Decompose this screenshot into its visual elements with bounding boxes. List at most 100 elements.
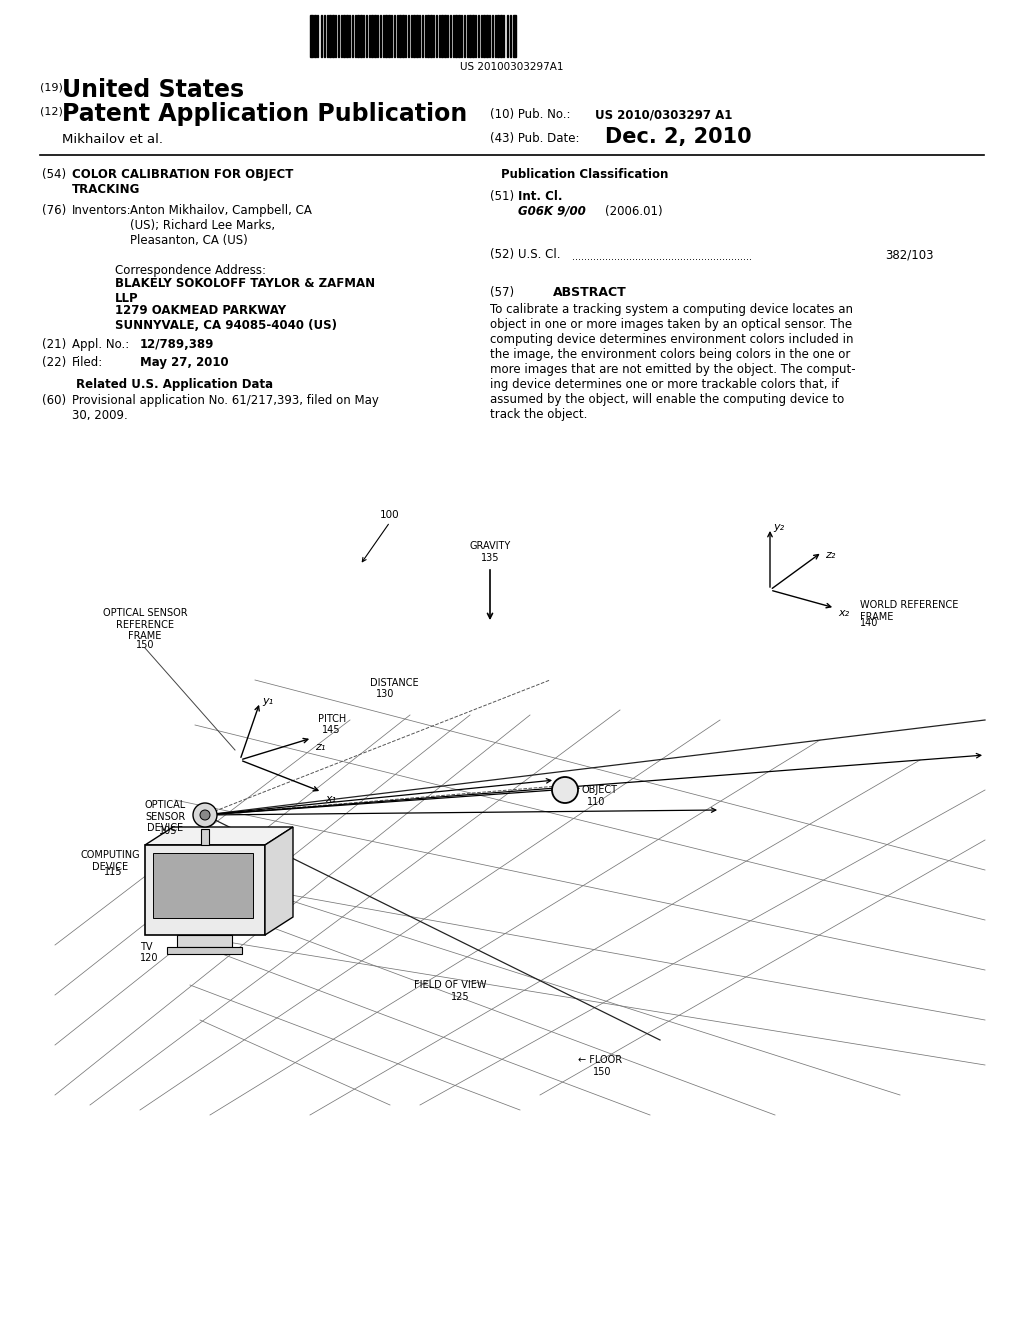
Text: (19): (19) — [40, 82, 62, 92]
Text: BLAKELY SOKOLOFF TAYLOR & ZAFMAN
LLP: BLAKELY SOKOLOFF TAYLOR & ZAFMAN LLP — [115, 277, 375, 305]
Text: DISTANCE: DISTANCE — [370, 678, 419, 688]
Text: 12/789,389: 12/789,389 — [140, 338, 214, 351]
Text: (57): (57) — [490, 286, 514, 300]
Text: (54): (54) — [42, 168, 67, 181]
Text: x₂: x₂ — [838, 609, 849, 618]
Text: (60): (60) — [42, 393, 67, 407]
Text: US 2010/0303297 A1: US 2010/0303297 A1 — [595, 108, 732, 121]
Text: (76): (76) — [42, 205, 67, 216]
Text: ............................................................: ........................................… — [572, 252, 752, 261]
Bar — [310, 15, 313, 57]
Text: TV: TV — [140, 942, 153, 952]
Bar — [455, 15, 457, 57]
Text: Dec. 2, 2010: Dec. 2, 2010 — [605, 127, 752, 147]
Text: ← FLOOR: ← FLOOR — [578, 1055, 623, 1065]
Bar — [201, 829, 209, 845]
Bar — [430, 15, 432, 57]
Text: z₁: z₁ — [315, 742, 326, 752]
Text: Provisional application No. 61/217,393, filed on May
30, 2009.: Provisional application No. 61/217,393, … — [72, 393, 379, 422]
Text: (22): (22) — [42, 356, 67, 370]
Text: 140: 140 — [860, 618, 879, 628]
Text: (52): (52) — [490, 248, 514, 261]
Text: 130: 130 — [376, 689, 394, 700]
Bar — [314, 15, 316, 57]
Bar — [472, 15, 474, 57]
Bar — [346, 15, 348, 57]
Bar — [388, 15, 390, 57]
Text: (43) Pub. Date:: (43) Pub. Date: — [490, 132, 580, 145]
Text: Mikhailov et al.: Mikhailov et al. — [62, 133, 163, 147]
Text: Appl. No.:: Appl. No.: — [72, 338, 129, 351]
Bar — [483, 15, 485, 57]
Bar — [385, 15, 387, 57]
Text: G06K 9/00: G06K 9/00 — [518, 205, 586, 218]
Bar — [486, 15, 488, 57]
Text: (51): (51) — [490, 190, 514, 203]
Text: OBJECT: OBJECT — [581, 785, 617, 795]
Bar — [413, 15, 415, 57]
Text: US 20100303297A1: US 20100303297A1 — [460, 62, 564, 73]
Text: Int. Cl.: Int. Cl. — [518, 190, 562, 203]
Polygon shape — [145, 828, 293, 845]
Text: COLOR CALIBRATION FOR OBJECT
TRACKING: COLOR CALIBRATION FOR OBJECT TRACKING — [72, 168, 293, 195]
Text: To calibrate a tracking system a computing device locates an
object in one or mo: To calibrate a tracking system a computi… — [490, 304, 856, 421]
Text: FIELD OF VIEW: FIELD OF VIEW — [414, 979, 486, 990]
Text: United States: United States — [62, 78, 244, 102]
Bar — [513, 15, 516, 57]
Text: 105: 105 — [159, 826, 177, 836]
Text: GRAVITY: GRAVITY — [469, 541, 511, 550]
Polygon shape — [265, 828, 293, 935]
Bar — [329, 15, 331, 57]
Text: Correspondence Address:: Correspondence Address: — [115, 264, 266, 277]
Bar — [402, 15, 404, 57]
Text: Filed:: Filed: — [72, 356, 103, 370]
Circle shape — [193, 803, 217, 828]
Bar — [497, 15, 499, 57]
Text: COMPUTING
DEVICE: COMPUTING DEVICE — [80, 850, 140, 871]
Bar — [153, 853, 253, 917]
Text: 125: 125 — [451, 993, 469, 1002]
Bar — [427, 15, 429, 57]
Text: PITCH: PITCH — [318, 714, 346, 723]
Text: OPTICAL SENSOR
REFERENCE
FRAME: OPTICAL SENSOR REFERENCE FRAME — [102, 609, 187, 642]
Bar — [360, 15, 362, 57]
Text: x₁: x₁ — [325, 795, 336, 804]
Text: z₂: z₂ — [825, 550, 836, 560]
Text: 150: 150 — [136, 640, 155, 649]
Bar — [500, 15, 502, 57]
Text: (10) Pub. No.:: (10) Pub. No.: — [490, 108, 570, 121]
Bar — [357, 15, 359, 57]
Text: Publication Classification: Publication Classification — [502, 168, 669, 181]
Bar — [458, 15, 460, 57]
Text: Patent Application Publication: Patent Application Publication — [62, 102, 467, 125]
Text: 382/103: 382/103 — [885, 248, 934, 261]
Text: 100: 100 — [380, 510, 399, 520]
Text: U.S. Cl.: U.S. Cl. — [518, 248, 560, 261]
Text: y₂: y₂ — [773, 521, 784, 532]
Bar — [374, 15, 376, 57]
Text: 110: 110 — [587, 797, 605, 807]
Text: (2006.01): (2006.01) — [605, 205, 663, 218]
Bar — [332, 15, 334, 57]
Text: 150: 150 — [593, 1067, 611, 1077]
Bar — [145, 845, 265, 935]
Circle shape — [552, 777, 578, 803]
Text: (12): (12) — [40, 106, 62, 116]
Bar — [441, 15, 443, 57]
Text: 120: 120 — [140, 953, 159, 964]
Bar — [343, 15, 345, 57]
Text: 145: 145 — [322, 725, 341, 735]
Bar — [444, 15, 446, 57]
Text: 115: 115 — [103, 867, 122, 876]
Bar — [371, 15, 373, 57]
Circle shape — [200, 810, 210, 820]
Text: 135: 135 — [480, 553, 500, 564]
Text: May 27, 2010: May 27, 2010 — [140, 356, 228, 370]
Text: Anton Mikhailov, Campbell, CA
(US); Richard Lee Marks,
Pleasanton, CA (US): Anton Mikhailov, Campbell, CA (US); Rich… — [130, 205, 312, 247]
Text: ABSTRACT: ABSTRACT — [553, 286, 627, 300]
Bar — [469, 15, 471, 57]
Text: Related U.S. Application Data: Related U.S. Application Data — [77, 378, 273, 391]
Text: Inventors:: Inventors: — [72, 205, 132, 216]
Text: y₁: y₁ — [262, 696, 273, 706]
Bar — [399, 15, 401, 57]
